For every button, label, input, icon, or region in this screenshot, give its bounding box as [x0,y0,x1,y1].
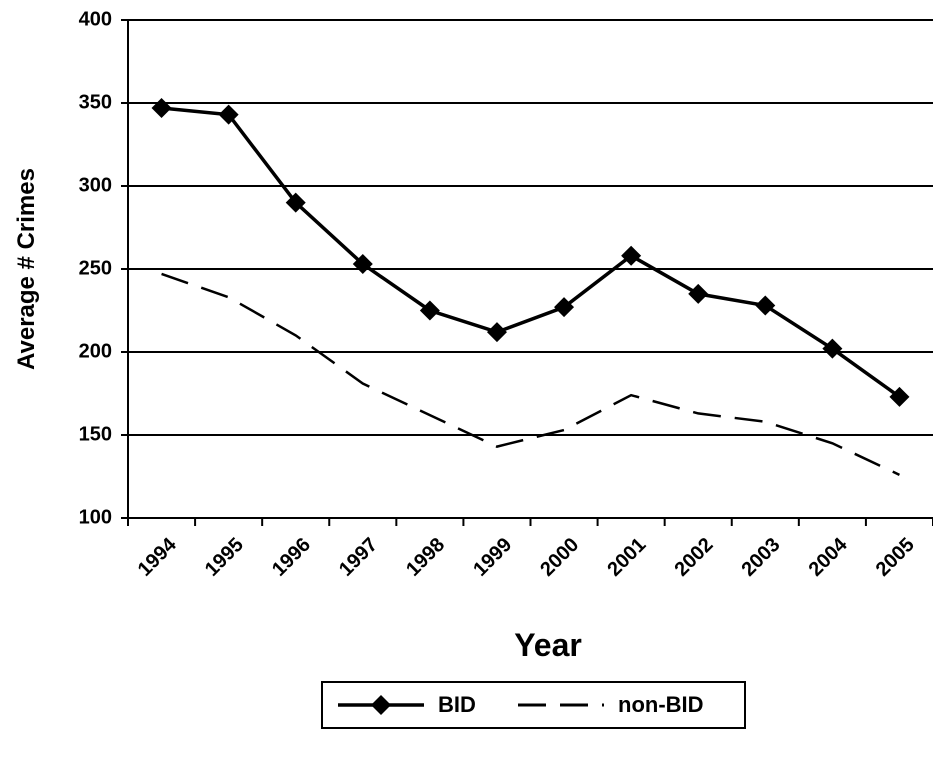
x-tick-label: 2001 [603,534,650,581]
x-tick-label: 1999 [469,534,516,581]
data-point [151,97,172,118]
x-tick-label: 2002 [670,534,717,581]
y-tick-label: 200 [79,340,112,362]
x-tick-label: 1997 [335,534,382,581]
y-tick-label: 400 [79,8,112,30]
y-tick-label: 150 [79,423,112,445]
data-point [621,245,642,266]
x-tick-label: 1996 [268,534,315,581]
x-tick-label: 2005 [872,534,919,581]
legend-label: BID [438,692,476,717]
data-point [755,295,776,316]
series-line [161,272,900,476]
data-point [486,322,507,343]
data-point [285,192,306,213]
data-point [688,283,709,304]
y-tick-label: 300 [79,174,112,196]
data-point [822,338,843,359]
legend-marker [371,695,391,715]
x-tick-label: 1994 [134,533,182,581]
x-tick-label: 1998 [402,534,449,581]
data-point [218,104,239,125]
y-tick-label: 250 [79,257,112,279]
x-tick-label: 2003 [738,534,785,581]
data-point [889,386,910,407]
data-point [419,300,440,321]
x-tick-label: 2000 [536,534,583,581]
legend-label: non-BID [618,692,704,717]
y-axis-title: Average # Crimes [13,168,40,370]
data-point [554,297,575,318]
y-tick-label: 100 [79,506,112,528]
x-axis-title: Year [514,627,582,663]
x-tick-label: 2004 [805,533,853,581]
x-tick-label: 1995 [201,534,248,581]
data-point [352,254,373,275]
series-line [161,106,901,399]
y-tick-label: 350 [79,91,112,113]
